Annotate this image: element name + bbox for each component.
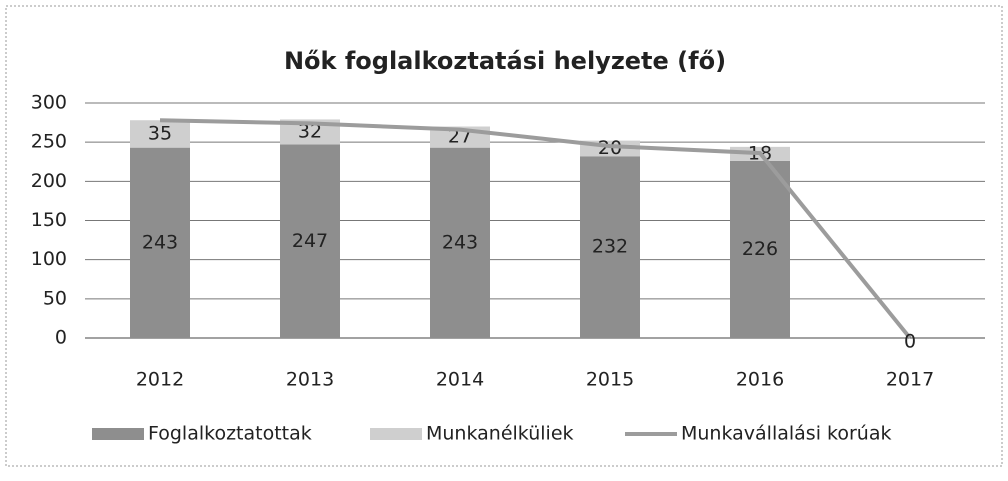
data-label: 232 <box>592 236 628 258</box>
y-tick-label: 100 <box>31 248 67 270</box>
bar-segment <box>280 144 340 338</box>
bar-segment <box>130 120 190 148</box>
line-series <box>159 118 912 340</box>
x-tick-label: 2012 <box>136 369 184 391</box>
x-tick-label: 2015 <box>586 369 634 391</box>
data-label: 32 <box>298 120 322 142</box>
data-label: 243 <box>142 231 178 253</box>
data-label: 243 <box>442 231 478 253</box>
y-tick-label: 0 <box>55 327 67 349</box>
bar-segment <box>580 156 640 338</box>
x-tick-label: 2016 <box>736 369 784 391</box>
y-tick-label: 200 <box>31 170 67 192</box>
y-tick-label: 50 <box>43 287 67 309</box>
legend-label: Munkavállalási korúak <box>681 423 891 445</box>
y-tick-label: 250 <box>31 131 67 153</box>
legend-swatch <box>92 428 144 440</box>
y-tick-label: 300 <box>31 92 67 114</box>
bar-segment <box>130 147 190 338</box>
legend-label: Foglalkoztatottak <box>148 423 312 445</box>
x-tick-label: 2013 <box>286 369 334 391</box>
legend-label: Munkanélküliek <box>426 423 574 445</box>
bar-segment <box>430 147 490 338</box>
data-label: 247 <box>292 230 328 252</box>
data-label: 0 <box>904 331 916 353</box>
data-label: 226 <box>742 238 778 260</box>
chart-title: Nők foglalkoztatási helyzete (fő) <box>284 47 726 75</box>
data-label: 35 <box>148 122 172 144</box>
x-tick-label: 2017 <box>886 369 934 391</box>
x-tick-label: 2014 <box>436 369 484 391</box>
legend-swatch <box>370 428 422 440</box>
bar-segment <box>730 160 790 338</box>
y-tick-label: 150 <box>31 209 67 231</box>
